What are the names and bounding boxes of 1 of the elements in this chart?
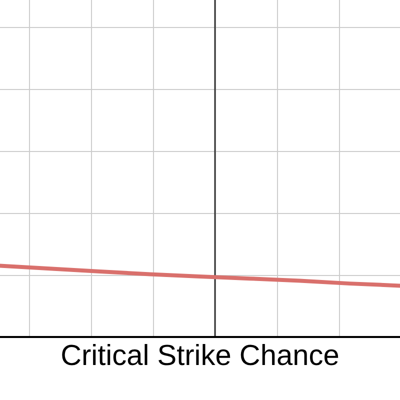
x-axis-title: Critical Strike Chance (60, 339, 340, 374)
